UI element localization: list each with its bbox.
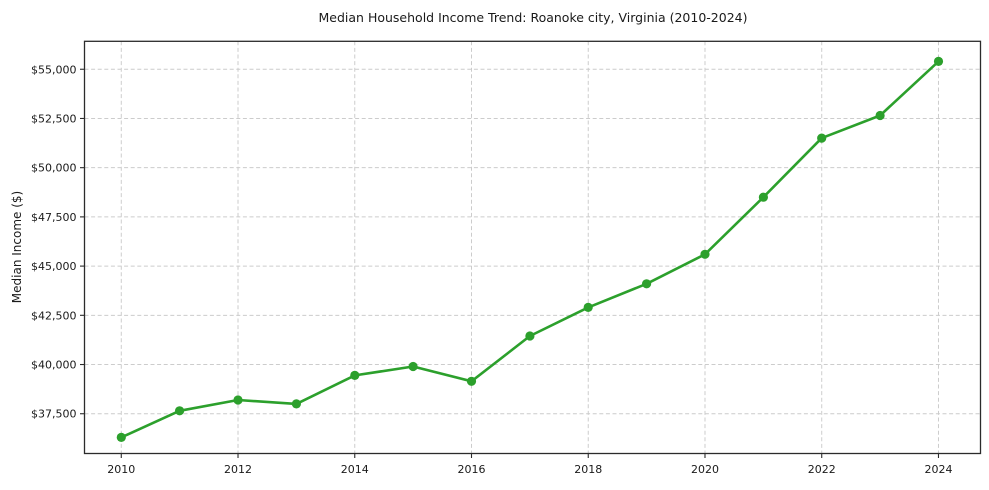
x-tick-label: 2024 <box>924 463 952 476</box>
y-tick-label: $52,500 <box>31 112 77 125</box>
x-tick-label: 2022 <box>808 463 836 476</box>
y-tick-label: $50,000 <box>31 162 77 175</box>
x-tick-label: 2020 <box>691 463 719 476</box>
data-point-2023 <box>875 110 885 121</box>
data-point-2018 <box>583 302 593 312</box>
data-point-2013 <box>291 399 301 409</box>
data-point-2015 <box>408 361 418 372</box>
data-point-2011 <box>175 406 185 416</box>
y-tick-label: $55,000 <box>31 63 77 76</box>
x-tick-label: 2014 <box>341 463 369 476</box>
x-tick-label: 2016 <box>458 463 486 476</box>
data-point-2024 <box>933 56 944 66</box>
plot-border <box>83 40 982 455</box>
data-point-2016 <box>466 376 477 386</box>
income-trend-line <box>120 60 940 439</box>
data-point-2014 <box>350 370 360 380</box>
data-point-2021 <box>758 192 769 202</box>
data-point-2012 <box>233 395 243 405</box>
data-point-2022 <box>817 133 827 143</box>
x-tick-label: 2012 <box>224 463 252 476</box>
y-tick-label: $47,500 <box>31 211 77 224</box>
x-tick-label: 2010 <box>107 463 135 476</box>
y-tick-label: $42,500 <box>31 309 77 322</box>
y-tick-label: $45,000 <box>31 260 77 273</box>
x-tick-label: 2018 <box>574 463 602 476</box>
y-tick-label: $37,500 <box>31 408 77 421</box>
chart-title: Median Household Income Trend: Roanoke c… <box>318 10 748 25</box>
data-point-2017 <box>525 331 535 341</box>
data-point-2010 <box>116 432 126 442</box>
data-point-2019 <box>642 279 652 289</box>
y-tick-label: $40,000 <box>31 359 77 372</box>
data-point-2020 <box>700 249 710 259</box>
